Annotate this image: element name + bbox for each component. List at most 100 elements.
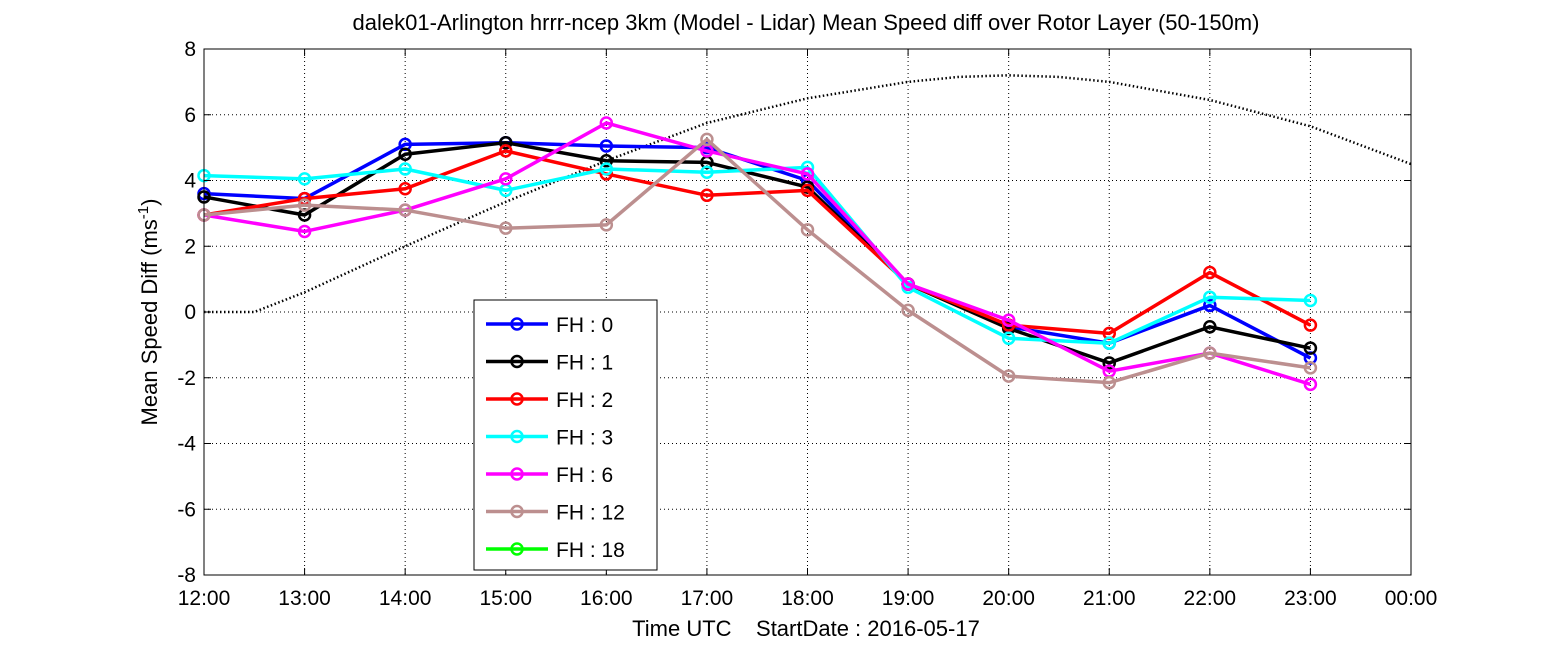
- data-point: [800, 223, 815, 237]
- y-axis-label-main: Mean Speed Diff (ms: [137, 219, 162, 425]
- data-point: [1303, 377, 1318, 392]
- legend-label: FH : 1: [556, 352, 613, 375]
- legend-item: FH : 3: [486, 427, 613, 450]
- data-point: [1102, 336, 1116, 350]
- x-tick-labels: 12:00 13:00 14:00 15:00 16:00 17:00 18:00 19:00…: [178, 587, 1438, 610]
- axis-ticks: [203, 48, 1412, 576]
- data-point: [398, 203, 412, 217]
- data-point: [1001, 313, 1016, 327]
- legend: FH : 0 FH : 1 FH : 2 FH : 3 FH : 6 FH : 12 FH …: [473, 299, 658, 571]
- data-point: [700, 188, 714, 203]
- y-tick-label: -2: [177, 367, 196, 390]
- series-line: [203, 140, 1311, 365]
- series-line: [203, 121, 1311, 386]
- x-tick-label: 17:00: [681, 587, 734, 610]
- y-tick-label: 6: [184, 104, 196, 127]
- series-line: [203, 137, 1311, 385]
- x-tick-label: 12:00: [178, 587, 231, 610]
- legend-label: FH : 12: [556, 502, 625, 525]
- y-tick-label: 4: [184, 170, 196, 193]
- legend-item: FH : 12: [486, 502, 625, 525]
- legend-item: FH : 6: [486, 464, 613, 487]
- y-axis-label: Mean Speed Diff (ms-1): [135, 199, 162, 426]
- data-point: [1102, 356, 1116, 370]
- y-tick-labels: -8 -6 -4 -2 0 2 4 6 8: [177, 38, 196, 587]
- x-tick-label: 00:00: [1385, 587, 1438, 610]
- y-axis-label-end: ): [137, 199, 162, 206]
- data-point: [599, 154, 614, 168]
- data-point: [1303, 293, 1318, 308]
- data-point: [1303, 361, 1318, 375]
- data-point: [599, 116, 614, 130]
- data-point: [1203, 298, 1217, 313]
- x-tick-label: 21:00: [1083, 587, 1136, 610]
- series-line: [203, 149, 1312, 336]
- y-axis-label-superscript: -1: [135, 206, 152, 219]
- legend-marker: [510, 429, 524, 444]
- data-point: [700, 132, 714, 147]
- data-point: [398, 181, 412, 196]
- x-tick-label: 18:00: [781, 587, 834, 610]
- legend-marker: [510, 317, 524, 331]
- data-point: [297, 198, 312, 212]
- y-tick-label: 0: [184, 301, 196, 324]
- x-tick-label: 15:00: [479, 587, 532, 610]
- data-point: [297, 172, 312, 186]
- data-point: [499, 144, 513, 158]
- data-point: [1001, 331, 1016, 346]
- legend-item: FH : 18: [486, 539, 625, 562]
- data-point: [800, 167, 815, 181]
- legend-item: FH : 1: [486, 352, 613, 375]
- legend-label: FH : 0: [556, 314, 613, 337]
- data-point: [297, 224, 312, 239]
- legend-marker: [510, 354, 524, 369]
- x-tick-label: 13:00: [278, 587, 331, 610]
- y-tick-label: -4: [177, 433, 196, 456]
- data-point: [800, 183, 815, 198]
- legend-item: FH : 0: [486, 314, 613, 337]
- data-point: [1203, 346, 1217, 360]
- y-tick-label: -8: [177, 564, 196, 587]
- x-axis-label: Time UTC StartDate : 2016-05-17: [632, 616, 980, 641]
- legend-marker: [510, 467, 524, 481]
- data-point: [499, 172, 513, 186]
- legend-label: FH : 2: [556, 389, 613, 412]
- legend-label: FH : 3: [556, 427, 613, 450]
- chart-title: dalek01-Arlington hrrr-ncep 3km (Model -…: [353, 10, 1260, 35]
- data-point: [700, 165, 714, 180]
- data-point: [1001, 369, 1016, 383]
- x-tick-label: 20:00: [982, 587, 1035, 610]
- data-point: [499, 221, 513, 235]
- data-point: [1203, 265, 1217, 280]
- y-tick-label: -6: [177, 498, 196, 521]
- legend-marker: [510, 542, 524, 556]
- y-tick-label: 2: [184, 235, 196, 258]
- data-point: [499, 135, 513, 150]
- data-point: [398, 147, 412, 161]
- x-tick-label: 16:00: [580, 587, 633, 610]
- x-tick-label: 23:00: [1284, 587, 1337, 610]
- data-point: [1203, 320, 1217, 334]
- legend-label: FH : 18: [556, 539, 625, 562]
- legend-label: FH : 6: [556, 464, 613, 487]
- x-tick-label: 22:00: [1184, 587, 1237, 610]
- data-point: [1203, 290, 1217, 304]
- data-point: [901, 303, 915, 318]
- legend-item: FH : 2: [486, 389, 613, 412]
- data-point: [1303, 341, 1318, 355]
- series-layer: [197, 116, 1318, 392]
- y-tick-label: 8: [184, 38, 196, 61]
- data-point: [599, 162, 614, 176]
- data-point: [398, 162, 412, 176]
- data-point: [599, 139, 614, 153]
- plot-area: [204, 49, 1411, 575]
- data-point: [599, 218, 614, 232]
- legend-marker: [510, 392, 524, 406]
- data-point: [1102, 375, 1116, 390]
- x-tick-label: 19:00: [882, 587, 935, 610]
- series-fh-12: [197, 132, 1318, 390]
- data-point: [901, 277, 915, 291]
- data-point: [1303, 318, 1318, 332]
- x-tick-label: 14:00: [379, 587, 432, 610]
